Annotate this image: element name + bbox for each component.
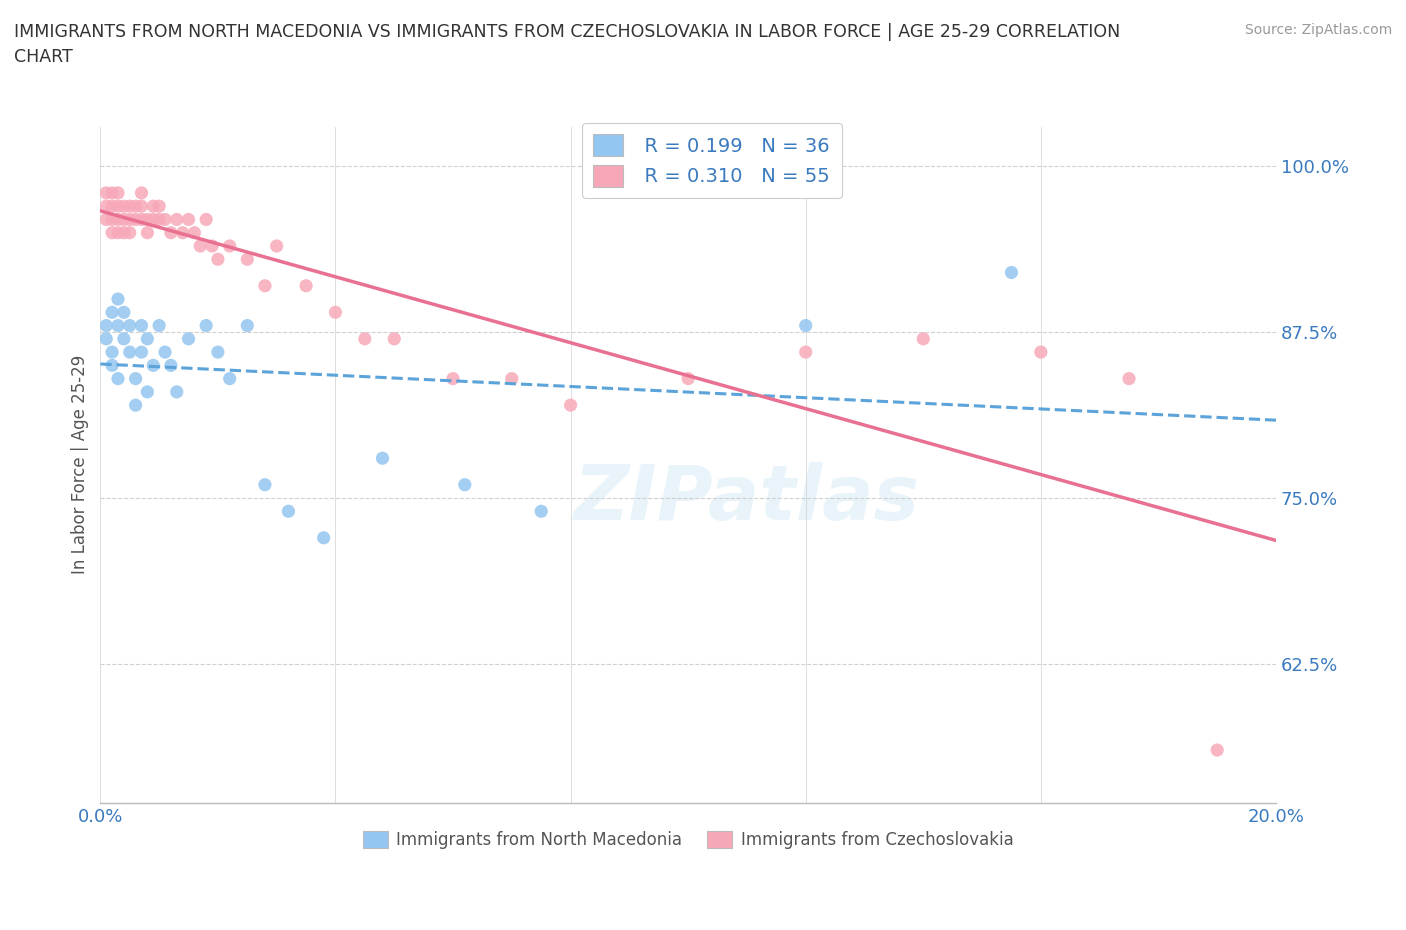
Point <box>253 278 276 293</box>
Point <box>101 185 124 200</box>
Point <box>96 199 118 214</box>
Point <box>142 358 165 373</box>
Point <box>148 199 170 214</box>
Point <box>1118 371 1140 386</box>
Point <box>101 305 124 320</box>
Point <box>148 318 170 333</box>
Point <box>530 504 553 519</box>
Point <box>124 371 146 386</box>
Legend: Immigrants from North Macedonia, Immigrants from Czechoslovakia: Immigrants from North Macedonia, Immigra… <box>356 824 1019 856</box>
Point <box>295 278 318 293</box>
Point <box>124 199 146 214</box>
Point <box>207 252 229 267</box>
Y-axis label: In Labor Force | Age 25-29: In Labor Force | Age 25-29 <box>72 355 89 575</box>
Point <box>107 185 129 200</box>
Point <box>354 331 377 346</box>
Point <box>160 358 183 373</box>
Point <box>112 305 135 320</box>
Point <box>195 318 218 333</box>
Point <box>794 318 817 333</box>
Point <box>107 199 129 214</box>
Point <box>107 212 129 227</box>
Point <box>124 398 146 413</box>
Point <box>136 331 159 346</box>
Point <box>142 212 165 227</box>
Point <box>277 504 299 519</box>
Text: ZIPatlas: ZIPatlas <box>574 461 920 536</box>
Point <box>101 212 124 227</box>
Point <box>207 345 229 360</box>
Point <box>118 212 141 227</box>
Point <box>794 345 817 360</box>
Point <box>148 212 170 227</box>
Point <box>172 225 194 240</box>
Point <box>118 318 141 333</box>
Point <box>101 199 124 214</box>
Point <box>236 252 259 267</box>
Point <box>112 199 135 214</box>
Point <box>101 225 124 240</box>
Point <box>382 331 405 346</box>
Point <box>218 371 240 386</box>
Point <box>131 185 153 200</box>
Point <box>912 331 935 346</box>
Point <box>501 371 523 386</box>
Point <box>266 238 288 253</box>
Point <box>1206 742 1229 757</box>
Point <box>441 371 464 386</box>
Point <box>371 451 394 466</box>
Point <box>96 318 118 333</box>
Point <box>124 212 146 227</box>
Point <box>136 212 159 227</box>
Point <box>142 199 165 214</box>
Point <box>107 318 129 333</box>
Point <box>131 345 153 360</box>
Point <box>560 398 582 413</box>
Point <box>188 238 211 253</box>
Point <box>153 345 176 360</box>
Point <box>96 212 118 227</box>
Point <box>218 238 240 253</box>
Point <box>1000 265 1022 280</box>
Point <box>107 371 129 386</box>
Point <box>253 477 276 492</box>
Point <box>112 212 135 227</box>
Text: Source: ZipAtlas.com: Source: ZipAtlas.com <box>1244 23 1392 37</box>
Point <box>131 199 153 214</box>
Point <box>136 384 159 399</box>
Point <box>676 371 699 386</box>
Point <box>177 331 200 346</box>
Text: IMMIGRANTS FROM NORTH MACEDONIA VS IMMIGRANTS FROM CZECHOSLOVAKIA IN LABOR FORCE: IMMIGRANTS FROM NORTH MACEDONIA VS IMMIG… <box>14 23 1121 66</box>
Point <box>96 185 118 200</box>
Point <box>136 225 159 240</box>
Point <box>118 345 141 360</box>
Point <box>166 212 188 227</box>
Point <box>195 212 218 227</box>
Point <box>177 212 200 227</box>
Point <box>107 292 129 307</box>
Point <box>96 331 118 346</box>
Point <box>101 358 124 373</box>
Point <box>201 238 224 253</box>
Point <box>112 225 135 240</box>
Point <box>131 318 153 333</box>
Point <box>118 199 141 214</box>
Point <box>112 331 135 346</box>
Point <box>118 225 141 240</box>
Point <box>153 212 176 227</box>
Point <box>107 225 129 240</box>
Point <box>101 345 124 360</box>
Point <box>166 384 188 399</box>
Point <box>325 305 347 320</box>
Point <box>454 477 477 492</box>
Point <box>312 530 335 545</box>
Point <box>183 225 205 240</box>
Point <box>1029 345 1052 360</box>
Point <box>236 318 259 333</box>
Point <box>131 212 153 227</box>
Point <box>160 225 183 240</box>
